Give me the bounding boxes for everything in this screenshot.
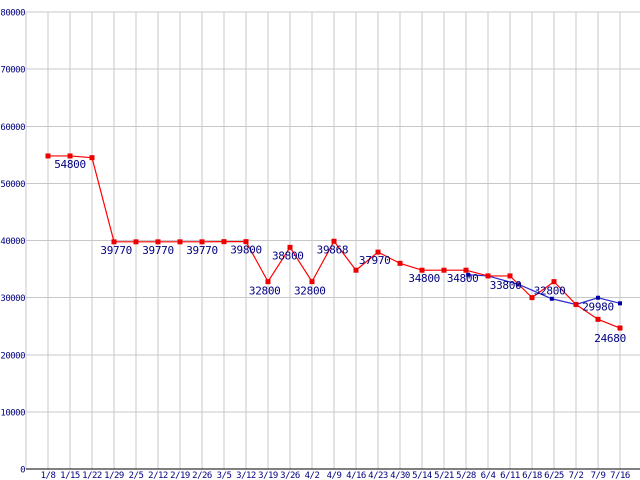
x-tick-label: 2/12 (148, 471, 168, 480)
x-tick-label: 4/2 (305, 471, 320, 480)
value-label: 33800 (490, 279, 522, 292)
x-tick-label: 5/21 (434, 471, 454, 480)
lowest-price-red-marker (177, 239, 183, 245)
y-tick-label: 30000 (0, 294, 25, 304)
lowest-price-red-marker (353, 267, 359, 273)
x-tick-label: 6/18 (522, 471, 542, 480)
x-tick-label: 7/16 (610, 471, 630, 480)
lowest-price-red-marker (551, 279, 557, 285)
lowest-price-red-marker (45, 153, 51, 159)
x-tick-label: 1/29 (104, 471, 124, 480)
x-tick-label: 4/9 (327, 471, 342, 480)
value-labels: 54800 39770 39770 39770 39800 32800 38800 32800… (54, 158, 626, 345)
lowest-price-red-marker (67, 153, 73, 159)
lowest-price-red-marker (419, 267, 425, 273)
lowest-price-red-marker (331, 238, 337, 244)
x-tick-label: 3/19 (258, 471, 278, 480)
y-axis-labels: 0 10000 20000 30000 40000 50000 60000 70000 8000… (0, 9, 25, 476)
lowest-price-red-marker (375, 249, 381, 255)
x-axis-labels: 1/8 1/15 1/22 1/29 2/5 2/12 2/19 2/26 3/5 3/12 3/1… (41, 471, 631, 480)
lowest-price-red-marker (199, 239, 205, 245)
lowest-price-red-marker (89, 155, 95, 161)
x-tick-label: 2/26 (192, 471, 212, 480)
value-label: 54800 (54, 158, 86, 171)
x-tick-label: 5/28 (456, 471, 476, 480)
y-tick-label: 50000 (0, 180, 25, 190)
value-label: 39770 (100, 244, 132, 257)
value-label: 34800 (447, 272, 479, 285)
lowest-price-red-marker (507, 273, 513, 279)
gridlines (25, 11, 640, 469)
lowest-price-red-marker (573, 301, 579, 307)
x-tick-label: 5/14 (412, 471, 432, 480)
lowest-price-red-marker (133, 239, 139, 245)
x-tick-label: 6/4 (481, 471, 496, 480)
x-tick-label: 6/11 (500, 471, 520, 480)
lowest-price-red-marker (155, 239, 161, 245)
y-tick-label: 0 (20, 466, 25, 476)
x-tick-label: 4/16 (346, 471, 366, 480)
x-tick-label: 1/8 (41, 471, 56, 480)
x-tick-label: 4/23 (368, 471, 388, 480)
lowest-price-red-marker (595, 316, 601, 322)
value-label: 32800 (294, 285, 326, 298)
lowest-price-red-marker (441, 267, 447, 273)
lowest-price-red-marker (111, 239, 117, 245)
x-tick-label: 6/25 (544, 471, 564, 480)
value-label: 32800 (249, 285, 281, 298)
value-label: 39868 (317, 243, 349, 256)
lowest-price-red-marker (265, 279, 271, 285)
y-tick-label: 40000 (0, 237, 25, 247)
value-label: 39770 (142, 244, 174, 257)
y-tick-label: 20000 (0, 351, 25, 361)
y-tick-label: 60000 (0, 123, 25, 133)
x-tick-label: 7/9 (591, 471, 606, 480)
lowest-price-red-marker (529, 295, 535, 301)
x-tick-label: 2/19 (170, 471, 190, 480)
lowest-price-red-marker (463, 267, 469, 273)
x-tick-label: 7/2 (569, 471, 584, 480)
value-label: 38800 (272, 249, 304, 262)
x-tick-label: 1/22 (82, 471, 102, 480)
lowest-price-red-marker (221, 239, 227, 245)
y-tick-label: 10000 (0, 408, 25, 418)
x-tick-label: 1/15 (60, 471, 80, 480)
value-label: 39800 (230, 244, 262, 257)
x-tick-label: 3/26 (280, 471, 300, 480)
lowest-price-red-marker (397, 260, 403, 266)
y-tick-label: 80000 (0, 9, 25, 19)
second-price-blue-marker (466, 272, 471, 277)
lowest-price-red-marker (309, 279, 315, 285)
x-tick-label: 3/12 (236, 471, 256, 480)
lowest-price-red-marker (617, 325, 623, 331)
second-price-blue-marker (618, 301, 622, 306)
y-tick-label: 70000 (0, 66, 25, 76)
second-price-blue-marker (549, 296, 554, 301)
value-label: 37970 (359, 254, 391, 267)
x-tick-label: 3/5 (217, 471, 232, 480)
value-label: 24680 (594, 332, 626, 345)
series-red (45, 153, 623, 331)
value-label: 29980 (582, 301, 614, 314)
lowest-price-red-marker (287, 244, 293, 250)
x-tick-label: 2/5 (129, 471, 144, 480)
value-label: 32800 (534, 285, 566, 298)
value-label: 39770 (186, 244, 218, 257)
x-tick-label: 4/30 (390, 471, 410, 480)
lowest-price-red-marker (485, 273, 491, 279)
lowest-price-red-marker (243, 239, 249, 245)
second-price-blue-marker (596, 295, 600, 300)
value-label: 34800 (408, 272, 440, 285)
